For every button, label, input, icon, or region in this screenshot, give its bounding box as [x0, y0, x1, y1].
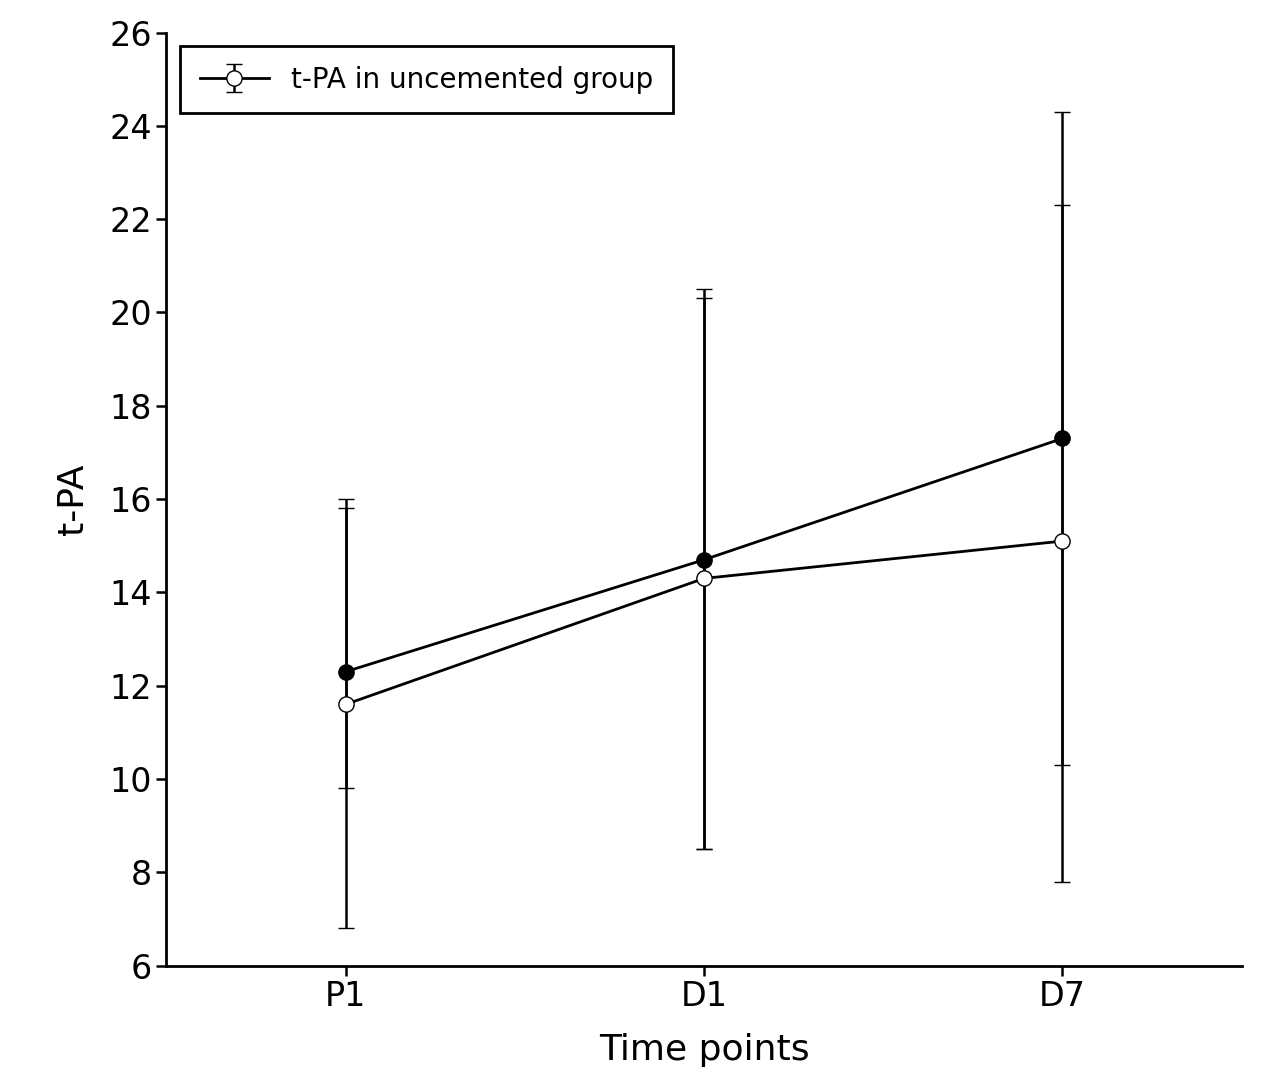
- Legend: t-PA in uncemented group: t-PA in uncemented group: [180, 47, 673, 113]
- X-axis label: Time points: Time points: [599, 1033, 809, 1067]
- Y-axis label: t-PA: t-PA: [55, 463, 90, 535]
